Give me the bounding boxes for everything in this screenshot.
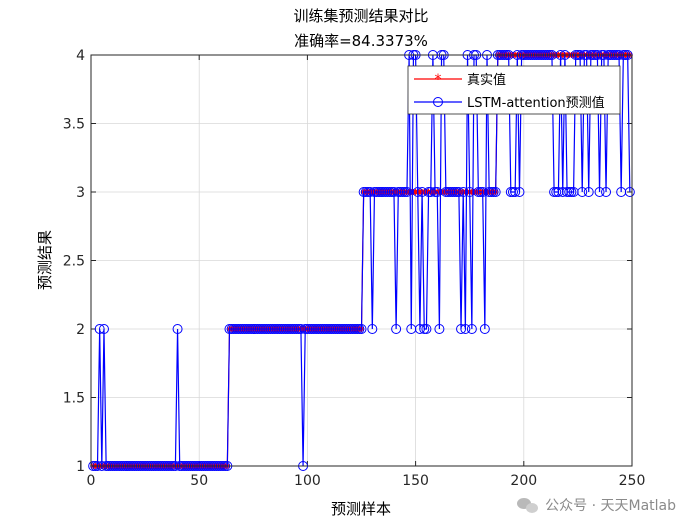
x-tick-label: 0 xyxy=(87,473,96,489)
y-tick-label: 1 xyxy=(76,459,85,475)
x-tick-label: 150 xyxy=(402,473,429,489)
y-tick-label: 1.5 xyxy=(63,391,85,407)
legend: * 真实值 LSTM-attention预测值 xyxy=(407,65,621,115)
pred-point xyxy=(594,187,605,197)
plot-frame xyxy=(90,54,633,467)
pred-point xyxy=(367,324,378,334)
pred-point xyxy=(510,187,521,197)
pred-point xyxy=(460,324,471,334)
wechat-icon xyxy=(517,497,539,513)
chart-title: 训练集预测结果对比 xyxy=(293,7,428,25)
pred-point xyxy=(434,324,445,334)
legend-pred-marker xyxy=(433,97,443,107)
x-tick-label: 100 xyxy=(294,473,321,489)
chart-subtitle: 准确率=84.3373% xyxy=(294,32,428,50)
y-tick-label: 3.5 xyxy=(63,117,85,133)
x-tick-label: 50 xyxy=(190,473,208,489)
pred-point xyxy=(514,187,525,197)
x-tick-label: 200 xyxy=(510,473,537,489)
legend-pred-label: LSTM-attention预测值 xyxy=(467,95,605,111)
axis-ticks: 0 50 100 150 200 250 1 1.5 2 2.5 3 3.5 4 xyxy=(63,48,646,489)
legend-true-label: 真实值 xyxy=(467,72,506,88)
watermark-text: 公众号 · 天天Matlab xyxy=(545,498,676,514)
pred-point xyxy=(425,187,436,197)
legend-true-marker: * xyxy=(435,72,442,88)
y-tick-label: 4 xyxy=(76,48,85,64)
y-axis-label: 预测结果 xyxy=(36,230,54,290)
watermark: 公众号 · 天天Matlab xyxy=(517,495,676,515)
pred-point xyxy=(356,324,367,334)
pred-point xyxy=(414,324,425,334)
y-tick-label: 2 xyxy=(76,322,85,338)
y-tick-label: 3 xyxy=(76,185,85,201)
pred-point xyxy=(412,187,423,197)
pred-point xyxy=(466,324,477,334)
pred-point xyxy=(583,187,594,197)
pred-point xyxy=(172,324,183,334)
pred-point xyxy=(577,187,588,197)
pred-point xyxy=(391,324,402,334)
x-axis-label: 预测样本 xyxy=(331,500,391,518)
pred-point xyxy=(624,187,635,197)
y-tick-label: 2.5 xyxy=(63,254,85,270)
pred-point xyxy=(401,187,412,197)
pred-point xyxy=(490,187,501,197)
pred-point xyxy=(453,187,464,197)
pred-point xyxy=(94,324,105,334)
pred-point xyxy=(458,187,469,197)
pred-point xyxy=(98,324,109,334)
legend-box xyxy=(407,65,621,115)
pred-point xyxy=(601,187,612,197)
x-tick-label: 250 xyxy=(619,473,646,489)
pred-point xyxy=(456,324,467,334)
pred-point xyxy=(421,324,432,334)
pred-point xyxy=(479,324,490,334)
